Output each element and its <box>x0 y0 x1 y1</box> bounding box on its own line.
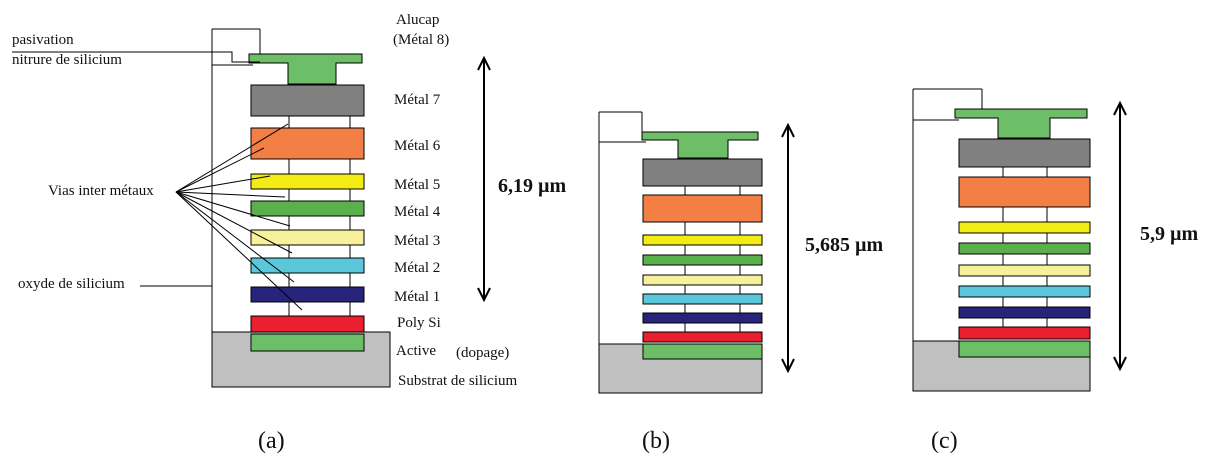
vias-label: Vias inter métaux <box>48 183 154 199</box>
metal4-layer <box>250 200 365 217</box>
thickness-a: 6,19 µm <box>498 175 567 197</box>
stack-a <box>211 28 391 388</box>
metal8-label: (Métal 8) <box>393 32 449 48</box>
active-layer <box>250 333 365 352</box>
metal2-layer <box>958 285 1091 298</box>
alucap-layer <box>641 131 759 159</box>
metal1-layer <box>958 306 1091 319</box>
active-layer <box>642 343 763 360</box>
poly-layer <box>250 315 365 333</box>
metal1-layer <box>250 286 365 303</box>
arrow-b-head-top <box>781 122 795 138</box>
metal5-layer <box>250 173 365 190</box>
metal7-label: Métal 7 <box>394 92 441 108</box>
poly-layer <box>958 326 1091 340</box>
oxyde-label: oxyde de silicium <box>18 276 125 292</box>
caption-b: (b) <box>642 428 670 454</box>
alucap-layer <box>248 53 363 85</box>
stack-c <box>912 88 1091 392</box>
arrow-b-head-bottom <box>781 358 795 374</box>
via-pointer <box>175 175 271 193</box>
active-layer <box>958 340 1091 358</box>
alucap-label: Alucap <box>396 12 439 28</box>
metal3-layer <box>958 264 1091 277</box>
alucap-layer <box>954 108 1088 139</box>
metal6-layer <box>958 176 1091 208</box>
metal7-layer <box>642 158 763 187</box>
metal4-layer <box>958 242 1091 255</box>
poly-label: Poly Si <box>397 315 441 331</box>
metal1-layer <box>642 312 763 324</box>
via-pointer <box>175 147 265 193</box>
metal7-layer <box>250 84 365 117</box>
metal6-label: Métal 6 <box>394 138 441 154</box>
via-pointer <box>175 123 289 193</box>
dopage-label: (dopage) <box>456 345 509 361</box>
caption-a: (a) <box>258 428 285 454</box>
caption-c: (c) <box>931 428 958 454</box>
arrow-c-head-top <box>1113 100 1127 116</box>
nitrure-label: nitrure de silicium <box>12 52 122 68</box>
metal6-layer <box>642 194 763 223</box>
metal1-label: Métal 1 <box>394 289 440 305</box>
metal5-layer <box>958 221 1091 234</box>
pasivation-label: pasivation <box>12 32 74 48</box>
via-pointer <box>175 191 291 227</box>
metal5-label: Métal 5 <box>394 177 440 193</box>
metal2-label: Métal 2 <box>394 260 440 276</box>
arrow-a-head-top <box>477 55 491 71</box>
metal5-layer <box>642 234 763 246</box>
metal2-layer <box>250 257 365 274</box>
thickness-arrows <box>477 55 1127 374</box>
metal2-layer <box>642 293 763 305</box>
stack-b <box>598 111 763 394</box>
via-pointer <box>175 191 295 283</box>
passivation-pointer <box>12 51 260 63</box>
metal3-layer <box>642 274 763 286</box>
substrat-label: Substrat de silicium <box>398 373 517 389</box>
metal3-layer <box>250 229 365 246</box>
via-pointer <box>175 191 303 311</box>
arrow-c-head-bottom <box>1113 356 1127 372</box>
metal6-layer <box>250 127 365 160</box>
thickness-c: 5,9 µm <box>1140 223 1199 245</box>
via-pointer <box>175 191 286 198</box>
pointer-lines <box>12 51 303 311</box>
active-label: Active <box>396 343 436 359</box>
metal3-label: Métal 3 <box>394 233 440 249</box>
metal4-label: Métal 4 <box>394 204 441 220</box>
poly-layer <box>642 331 763 343</box>
arrow-a-head-bottom <box>477 287 491 303</box>
thickness-b: 5,685 µm <box>805 234 884 256</box>
via-pointer <box>175 191 293 254</box>
metal7-layer <box>958 138 1091 168</box>
metal4-layer <box>642 254 763 266</box>
